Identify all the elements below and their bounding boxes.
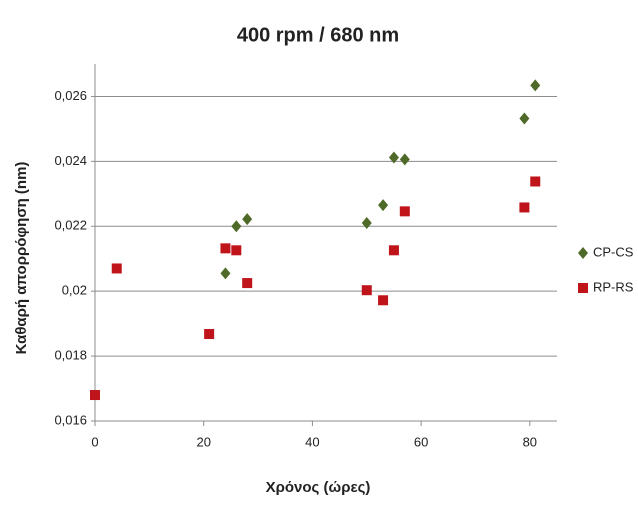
x-tick-label: 60	[414, 434, 428, 449]
point	[231, 220, 242, 233]
point	[242, 278, 253, 289]
point	[399, 153, 410, 166]
point	[361, 285, 372, 296]
point	[530, 176, 541, 187]
y-tick-label: 0,024	[54, 153, 87, 168]
point	[111, 263, 122, 274]
chart-title: 400 rpm / 680 nm	[237, 24, 399, 46]
legend-marker	[578, 247, 588, 259]
point	[90, 390, 100, 401]
point	[378, 295, 389, 306]
y-tick-label: 0,018	[54, 348, 87, 363]
y-axis-title: Καθαρή απορρόφηση (nm)	[13, 162, 30, 355]
x-tick-label: 0	[91, 434, 98, 449]
point	[388, 151, 399, 164]
y-tick-label: 0,022	[54, 218, 87, 233]
x-tick-label: 40	[305, 434, 319, 449]
x-axis-title: Χρόνος (ώρες)	[266, 479, 371, 496]
point	[220, 267, 231, 280]
y-tick-label: 0,02	[62, 283, 87, 298]
legend-label: RP-RS	[593, 279, 634, 294]
point	[530, 79, 541, 92]
point	[220, 243, 231, 254]
point	[378, 199, 389, 212]
point	[519, 202, 530, 213]
point	[231, 245, 242, 256]
legend-marker	[578, 283, 588, 293]
point	[204, 329, 215, 340]
point	[242, 213, 253, 226]
point	[361, 217, 372, 230]
legend-label: CP-CS	[593, 244, 634, 259]
y-tick-label: 0,026	[54, 88, 87, 103]
x-tick-label: 20	[196, 434, 210, 449]
point	[399, 206, 410, 217]
x-tick-label: 80	[523, 434, 537, 449]
point	[388, 245, 399, 256]
point	[519, 112, 530, 125]
y-tick-label: 0,016	[54, 412, 87, 427]
